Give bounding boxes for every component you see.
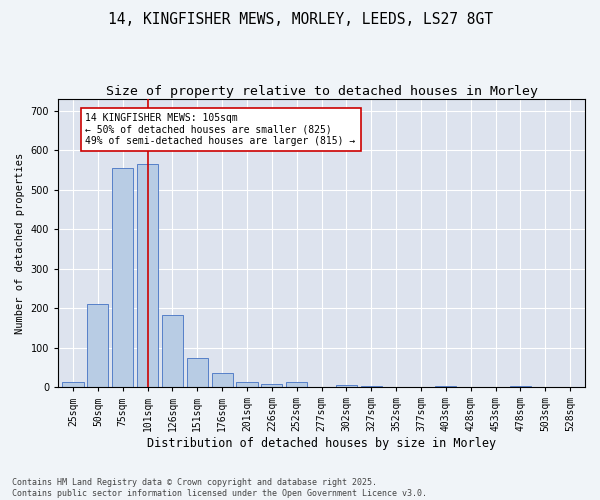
Bar — [435, 386, 457, 387]
Text: Contains HM Land Registry data © Crown copyright and database right 2025.
Contai: Contains HM Land Registry data © Crown c… — [12, 478, 427, 498]
Bar — [336, 385, 357, 387]
Bar — [112, 168, 133, 387]
Bar — [286, 382, 307, 387]
Bar — [87, 304, 109, 387]
Y-axis label: Number of detached properties: Number of detached properties — [15, 152, 25, 334]
Text: 14, KINGFISHER MEWS, MORLEY, LEEDS, LS27 8GT: 14, KINGFISHER MEWS, MORLEY, LEEDS, LS27… — [107, 12, 493, 28]
Bar — [361, 386, 382, 387]
Bar — [236, 382, 257, 387]
Bar — [162, 316, 183, 387]
Bar — [187, 358, 208, 387]
Bar — [261, 384, 283, 387]
Text: 14 KINGFISHER MEWS: 105sqm
← 50% of detached houses are smaller (825)
49% of sem: 14 KINGFISHER MEWS: 105sqm ← 50% of deta… — [85, 113, 356, 146]
Bar — [62, 382, 83, 387]
Bar — [510, 386, 531, 387]
Title: Size of property relative to detached houses in Morley: Size of property relative to detached ho… — [106, 85, 538, 98]
X-axis label: Distribution of detached houses by size in Morley: Distribution of detached houses by size … — [147, 437, 496, 450]
Bar — [212, 374, 233, 387]
Bar — [137, 164, 158, 387]
